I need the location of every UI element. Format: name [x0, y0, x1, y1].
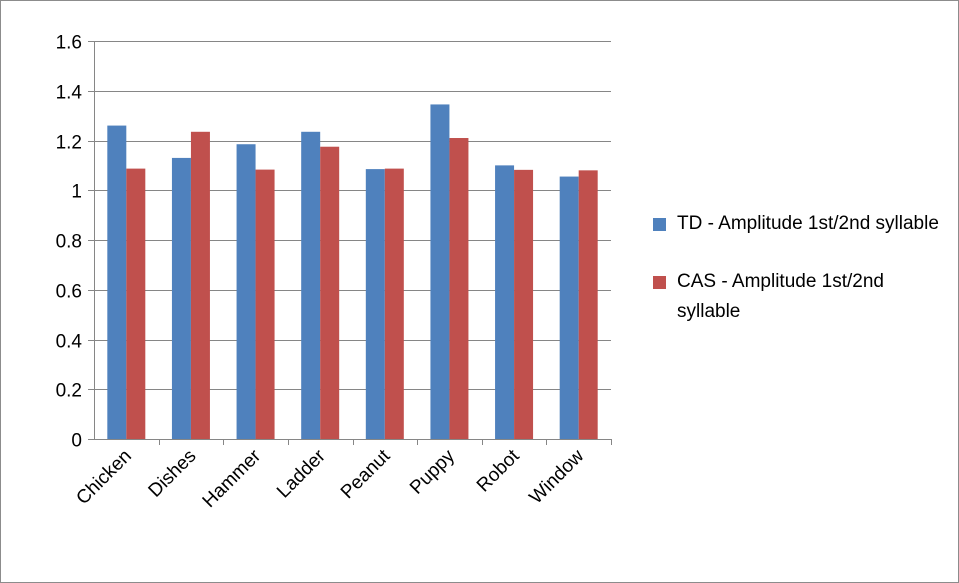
bar-cas-dishes	[190, 131, 210, 439]
legend-item-td: TD - Amplitude 1st/2nd syllable	[649, 209, 949, 239]
x-tick-label: Ladder	[273, 445, 330, 502]
legend-swatch-cas	[653, 276, 666, 289]
x-tick-label: Robot	[473, 445, 524, 496]
y-tick-label: 0.2	[56, 381, 82, 402]
bar-td-ladder	[301, 131, 321, 439]
x-tick-label: Peanut	[337, 445, 395, 503]
x-tick-label: Hammer	[199, 445, 266, 512]
bar-td-robot	[495, 165, 515, 439]
y-tick-label: 0	[71, 431, 82, 452]
bar-td-peanut	[365, 169, 385, 439]
legend: TD - Amplitude 1st/2nd syllable CAS - Am…	[649, 209, 949, 355]
bar-cas-puppy	[449, 138, 469, 439]
y-tick-label: 1.4	[56, 83, 83, 104]
x-tick-label: Window	[526, 445, 589, 508]
bar-td-puppy	[430, 104, 450, 440]
y-tick-label: 0.4	[56, 332, 83, 353]
bar-td-dishes	[171, 157, 191, 439]
bar-cas-peanut	[384, 168, 404, 439]
x-tick-label: Dishes	[145, 446, 201, 502]
legend-label-td: TD - Amplitude 1st/2nd syllable	[677, 213, 939, 234]
legend-swatch-td	[653, 218, 666, 231]
bar-cas-ladder	[320, 146, 340, 439]
bar-cas-robot	[514, 169, 534, 440]
y-tick-label: 1	[71, 182, 82, 203]
bar-td-hammer	[236, 144, 256, 439]
y-tick-label: 1.2	[56, 133, 82, 154]
bar-cas-chicken	[126, 168, 146, 439]
x-tick-label: Puppy	[406, 445, 459, 498]
bar-td-window	[559, 176, 579, 439]
y-tick-label: 1.6	[56, 33, 82, 54]
x-tick-label: Chicken	[72, 446, 135, 509]
y-tick-label: 0.6	[56, 282, 82, 303]
bar-cas-window	[578, 170, 598, 439]
bar-cas-hammer	[255, 169, 275, 439]
bar-td-chicken	[107, 125, 127, 439]
legend-label-cas: CAS - Amplitude 1st/2nd syllable	[677, 271, 884, 322]
legend-item-cas: CAS - Amplitude 1st/2nd syllable	[649, 267, 949, 327]
y-tick-label: 0.8	[56, 232, 82, 253]
